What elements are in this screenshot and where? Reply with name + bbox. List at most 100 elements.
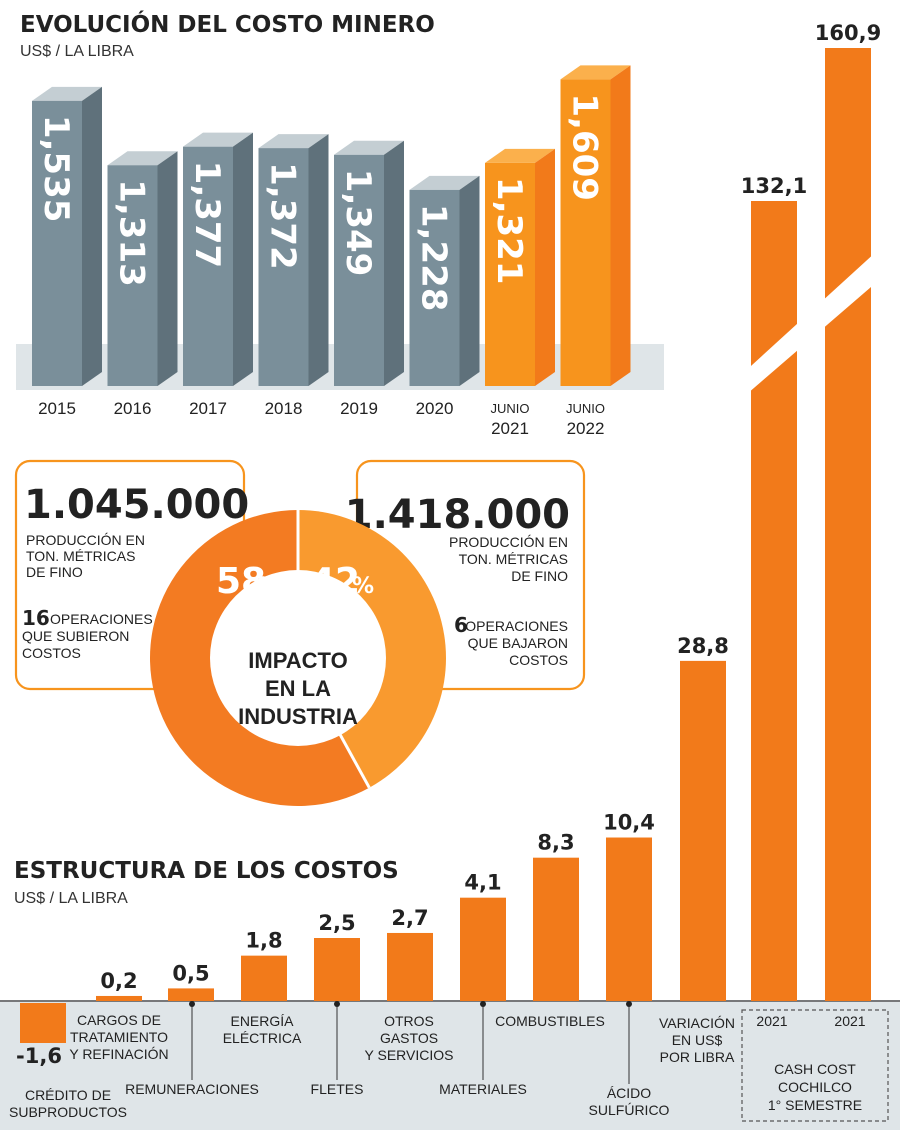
bottom-bar-value-label: 28,8 xyxy=(677,634,729,658)
axis-break-mark xyxy=(740,230,900,400)
donut-left-percent-value: 58 xyxy=(216,561,266,602)
left-production-desc-3: DE FINO xyxy=(26,564,83,580)
top-bar-side xyxy=(384,140,404,386)
bottom-bar-value-label: 2,5 xyxy=(318,911,355,935)
top-bar-label: 1,228 xyxy=(414,204,454,312)
bottom-chart-title: ESTRUCTURA DE LOS COSTOS xyxy=(14,858,399,884)
bottom-category-label: CRÉDITO DE xyxy=(25,1087,111,1103)
left-production-desc-2: TON. MÉTRICAS xyxy=(26,548,135,564)
top-bar-cap xyxy=(409,175,480,190)
top-year-label-month: JUNIO xyxy=(566,401,605,416)
left-production-desc-1: PRODUCCIÓN EN xyxy=(26,532,145,548)
top-bar-cap xyxy=(107,151,178,166)
bottom-chart-bars xyxy=(20,48,900,1043)
top-bar-label: 1,535 xyxy=(36,115,76,223)
donut-center-line-2: EN LA xyxy=(265,676,331,701)
bottom-bar-11 xyxy=(825,48,871,1001)
bottom-bar-value-label: 0,2 xyxy=(100,969,137,993)
cash-cost-line-3: 1° SEMESTRE xyxy=(768,1097,862,1113)
top-bar-front xyxy=(334,154,384,386)
top-bar-side xyxy=(308,134,329,386)
bottom-bar-rect xyxy=(680,660,726,1001)
right-ops-number: 6 xyxy=(454,613,468,637)
top-bar-7: 1,609 xyxy=(560,65,631,386)
bottom-category-label: VARIACIÓN xyxy=(659,1015,735,1031)
left-ops-text-1: OPERACIONES xyxy=(50,611,153,627)
donut-left-percent: 58 % xyxy=(216,561,280,602)
bottom-bar-rect xyxy=(241,955,287,1001)
top-bar-front xyxy=(183,146,233,386)
top-chart-category-labels: 2015 2016 2017 2018 2019 2020 JUNIO 2021 JUNIO 20… xyxy=(38,399,605,438)
top-year-label-month: JUNIO xyxy=(491,401,530,416)
top-bar-side xyxy=(233,132,253,386)
top-bar-label: 1,349 xyxy=(338,169,378,277)
top-year-label: 2020 xyxy=(416,399,454,418)
bottom-bar-5 xyxy=(387,932,433,1001)
bottom-chart-value-labels: -1,6 0,2 0,5 1,8 2,5 2,7 4,1 8,3 10,4 28,8 132,1 16… xyxy=(16,21,881,1068)
top-bar-2: 1,377 xyxy=(183,132,253,386)
top-bar-cap xyxy=(560,65,631,80)
top-bar-front xyxy=(107,165,158,386)
top-bar-cap xyxy=(485,148,555,163)
top-chart-bars: 1,535 1,313 1,377 1,372 1,349 1,228 1,321 1,609 xyxy=(32,65,631,386)
top-bar-front xyxy=(32,100,82,386)
left-production-number: 1.045.000 xyxy=(24,482,249,528)
top-bar-label: 1,313 xyxy=(112,179,152,287)
category-leader-line xyxy=(189,1001,195,1080)
bottom-category-label: ELÉCTRICA xyxy=(223,1030,302,1046)
bottom-bar-value-label: 2,7 xyxy=(391,906,428,930)
top-year-label: 2018 xyxy=(265,399,303,418)
donut-center-line-3: INDUSTRIA xyxy=(238,704,358,729)
bottom-bar-rect xyxy=(168,988,214,1001)
right-production-desc-1: PRODUCCIÓN EN xyxy=(449,534,568,550)
bottom-bar-2 xyxy=(168,988,214,1001)
category-leader-line xyxy=(334,1001,340,1080)
top-bar-5: 1,228 xyxy=(409,175,480,386)
top-bar-side xyxy=(459,175,480,386)
bottom-category-label: REMUNERACIONES xyxy=(125,1081,259,1097)
donut-hole xyxy=(210,570,386,746)
donut-right-percent: 42 % xyxy=(310,561,374,602)
bottom-chart-subtitle: US$ / LA LIBRA xyxy=(14,890,128,907)
right-production-number: 1.418.000 xyxy=(345,492,570,538)
top-bar-0: 1,535 xyxy=(32,86,102,386)
donut-left-percent-sign: % xyxy=(258,574,280,599)
bottom-bar-10 xyxy=(751,201,797,1001)
top-year-label-year: 2021 xyxy=(491,419,529,438)
right-production-desc-2: TON. MÉTRICAS xyxy=(459,551,568,567)
bottom-category-label: TRATAMIENTO xyxy=(70,1029,168,1045)
top-year-label: 2015 xyxy=(38,399,76,418)
left-ops-text-2: QUE SUBIERON xyxy=(22,628,129,644)
top-bar-cap xyxy=(258,134,329,149)
bottom-bar-3 xyxy=(241,955,287,1001)
top-bar-front xyxy=(258,148,309,386)
bottom-bar-rect xyxy=(460,897,506,1001)
top-year-label-year: 2022 xyxy=(567,419,605,438)
bottom-bar-8 xyxy=(606,837,652,1001)
right-ops-text-1: OPERACIONES xyxy=(465,618,568,634)
bottom-bar-rect xyxy=(387,932,433,1001)
top-bar-label: 1,609 xyxy=(565,93,605,201)
top-bar-4: 1,349 xyxy=(334,140,404,386)
bottom-category-label: OTROS xyxy=(384,1013,434,1029)
bottom-category-label: MATERIALES xyxy=(439,1081,527,1097)
category-leader-line xyxy=(480,1001,486,1080)
top-chart-title: EVOLUCIÓN DEL COSTO MINERO xyxy=(20,10,435,38)
cash-cost-line-2: COCHILCO xyxy=(778,1079,852,1095)
bottom-bar-rect xyxy=(96,995,142,1001)
bottom-bar-rect xyxy=(314,938,360,1001)
bottom-category-label: 2021 xyxy=(756,1013,787,1029)
donut-center-line-1: IMPACTO xyxy=(248,648,347,673)
bottom-bar-rect xyxy=(20,1003,66,1043)
top-bar-cap xyxy=(334,140,404,155)
bottom-chart-category-band xyxy=(0,1000,900,1130)
bottom-category-label: POR LIBRA xyxy=(660,1049,735,1065)
top-chart-subtitle: US$ / LA LIBRA xyxy=(20,43,134,60)
bottom-bar-4 xyxy=(314,938,360,1001)
bottom-bar-6 xyxy=(460,897,506,1001)
bottom-bar-value-label: 10,4 xyxy=(603,811,655,835)
bottom-category-label: 2021 xyxy=(834,1013,865,1029)
right-ops-text-3: COSTOS xyxy=(509,652,568,668)
bottom-category-label: EN US$ xyxy=(672,1032,723,1048)
